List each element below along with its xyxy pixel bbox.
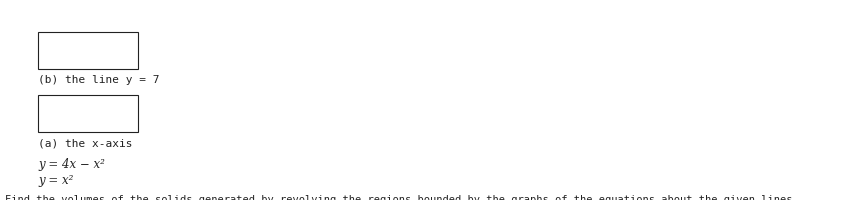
- Text: (a) the x-axis: (a) the x-axis: [38, 138, 133, 148]
- Text: (b) the line y = 7: (b) the line y = 7: [38, 75, 159, 85]
- Bar: [38, 32, 138, 69]
- Text: y = x²: y = x²: [38, 174, 73, 187]
- Bar: [38, 95, 138, 132]
- Text: Find the volumes of the solids generated by revolving the regions bounded by the: Find the volumes of the solids generated…: [5, 195, 799, 200]
- Text: y = 4x − x²: y = 4x − x²: [38, 158, 105, 171]
